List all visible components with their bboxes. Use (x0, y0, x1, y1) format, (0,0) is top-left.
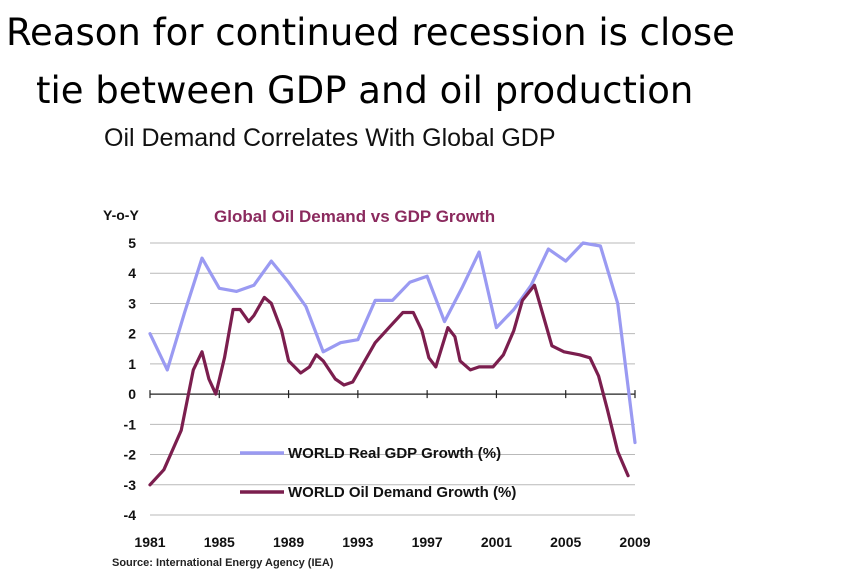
y-tick-label: 3 (128, 295, 136, 311)
series-line-1 (148, 241, 637, 445)
legend-label: WORLD Real GDP Growth (%) (288, 445, 501, 462)
x-tick-label: 2009 (619, 534, 650, 550)
y-tick-label: 4 (128, 265, 136, 281)
x-tick-label: 1997 (412, 534, 443, 550)
x-tick-label: 2001 (481, 534, 512, 550)
y-axis-label: Y-o-Y (103, 207, 139, 223)
y-tick-label: -1 (124, 416, 137, 432)
y-tick-label: 0 (128, 386, 136, 402)
source-note: Source: International Energy Agency (IEA… (112, 557, 334, 569)
y-tick-label: -2 (124, 447, 137, 463)
slide-title-line-1: Reason for continued recession is close (6, 11, 735, 54)
legend: WORLD Real GDP Growth (%) WORLD Oil Deman… (240, 445, 516, 501)
y-tick-label: -4 (124, 507, 137, 523)
gridlines (150, 242, 635, 516)
y-tick-label: 2 (128, 326, 136, 342)
x-tick-label: 1985 (204, 534, 235, 550)
x-tick-labels: 1981 1985 1989 1993 1997 2001 2005 2009 (134, 534, 650, 550)
chart-heading: Oil Demand Correlates With Global GDP (104, 124, 556, 152)
x-tick-label: 1989 (273, 534, 304, 550)
legend-label: WORLD Oil Demand Growth (%) (288, 484, 516, 501)
y-tick-label: 5 (128, 235, 136, 251)
series-line-2 (148, 283, 630, 487)
y-tick-labels: 5 4 3 2 1 0 -1 -2 -3 -4 (124, 235, 137, 523)
slide-title: Reason for continued recession is close … (0, 4, 843, 120)
x-tick-label: 2005 (550, 534, 581, 550)
axes (149, 390, 636, 399)
chart-title: Global Oil Demand vs GDP Growth (214, 207, 495, 226)
x-tick-label: 1993 (342, 534, 373, 550)
x-tick-label: 1981 (134, 534, 165, 550)
slide-title-line-2: tie between GDP and oil production (36, 69, 694, 112)
y-tick-label: -3 (124, 477, 137, 493)
y-tick-label: 1 (128, 356, 136, 372)
series-lines (148, 241, 637, 487)
